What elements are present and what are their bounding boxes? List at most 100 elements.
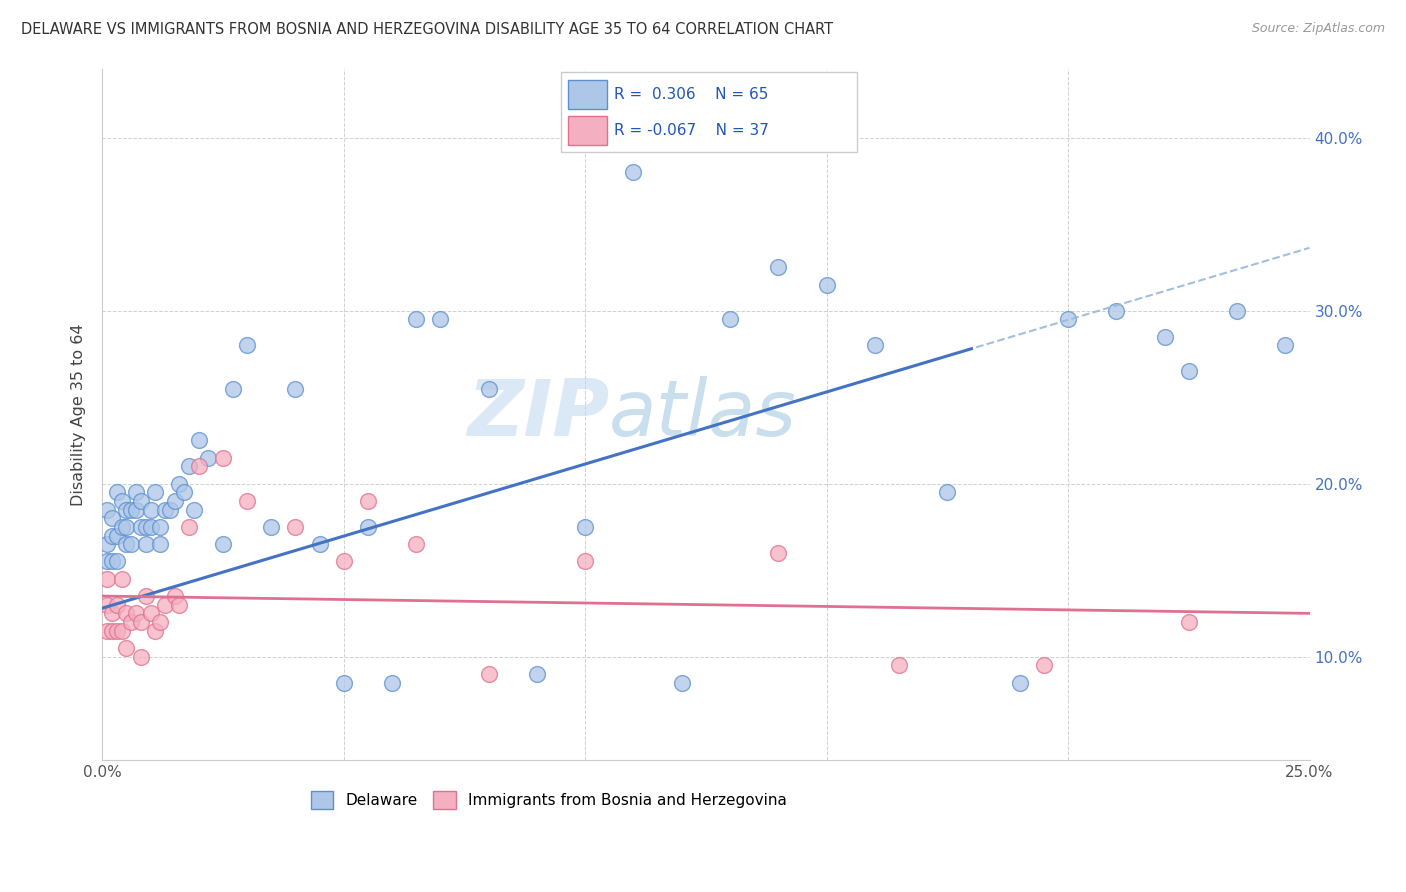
Text: atlas: atlas <box>609 376 797 452</box>
Point <box>96 554 118 568</box>
Point <box>135 589 157 603</box>
Point <box>332 675 354 690</box>
Point <box>221 382 243 396</box>
Point <box>153 502 176 516</box>
Point <box>125 502 148 516</box>
Point <box>236 338 259 352</box>
Point <box>110 520 132 534</box>
Point <box>96 624 118 638</box>
Text: R =  0.306    N = 65: R = 0.306 N = 65 <box>614 87 769 103</box>
Point <box>105 598 128 612</box>
Point <box>115 537 138 551</box>
Point <box>139 520 162 534</box>
Point <box>135 537 157 551</box>
Point <box>863 338 886 352</box>
Point <box>526 666 548 681</box>
Point <box>143 624 166 638</box>
Point <box>101 554 124 568</box>
Point <box>115 502 138 516</box>
Point <box>163 494 186 508</box>
Point <box>718 312 741 326</box>
Point <box>135 520 157 534</box>
Point <box>212 450 235 465</box>
Point <box>105 528 128 542</box>
Point <box>101 511 124 525</box>
Point <box>815 277 838 292</box>
Point <box>96 537 118 551</box>
Point <box>163 589 186 603</box>
Point <box>105 624 128 638</box>
Point <box>115 607 138 621</box>
Point <box>169 598 191 612</box>
Point <box>120 537 142 551</box>
Point <box>105 554 128 568</box>
Point <box>96 572 118 586</box>
Point <box>1178 364 1201 378</box>
Point <box>1178 615 1201 629</box>
Point <box>173 485 195 500</box>
Point <box>574 554 596 568</box>
Point <box>308 537 330 551</box>
Point <box>768 546 790 560</box>
Point <box>768 260 790 275</box>
Point <box>179 459 201 474</box>
Point <box>129 649 152 664</box>
Point <box>381 675 404 690</box>
Point <box>139 502 162 516</box>
Point <box>129 494 152 508</box>
Point <box>129 520 152 534</box>
Point <box>357 494 380 508</box>
Point <box>96 598 118 612</box>
Text: ZIP: ZIP <box>467 376 609 452</box>
Point <box>284 520 307 534</box>
Point <box>1032 658 1054 673</box>
Point <box>212 537 235 551</box>
Legend: Delaware, Immigrants from Bosnia and Herzegovina: Delaware, Immigrants from Bosnia and Her… <box>305 785 793 815</box>
Point <box>110 572 132 586</box>
Point <box>671 675 693 690</box>
Point <box>101 624 124 638</box>
Point <box>887 658 910 673</box>
Point <box>1274 338 1296 352</box>
FancyBboxPatch shape <box>568 116 607 145</box>
Point <box>159 502 181 516</box>
Point <box>187 434 209 448</box>
Point <box>125 607 148 621</box>
Point <box>149 537 172 551</box>
Point <box>623 165 645 179</box>
Point <box>143 485 166 500</box>
Point <box>260 520 283 534</box>
Point <box>129 615 152 629</box>
Point <box>105 485 128 500</box>
Point <box>169 476 191 491</box>
Point <box>125 485 148 500</box>
Point <box>405 312 427 326</box>
Point <box>187 459 209 474</box>
Point <box>139 607 162 621</box>
FancyBboxPatch shape <box>568 80 607 110</box>
Point <box>115 520 138 534</box>
Point <box>284 382 307 396</box>
Point <box>332 554 354 568</box>
Point <box>574 520 596 534</box>
Point <box>357 520 380 534</box>
Point <box>120 615 142 629</box>
Point <box>120 502 142 516</box>
Point <box>110 494 132 508</box>
Point <box>1008 675 1031 690</box>
Point <box>110 624 132 638</box>
FancyBboxPatch shape <box>561 72 856 152</box>
Point <box>101 607 124 621</box>
Point <box>115 640 138 655</box>
Point <box>936 485 959 500</box>
Text: DELAWARE VS IMMIGRANTS FROM BOSNIA AND HERZEGOVINA DISABILITY AGE 35 TO 64 CORRE: DELAWARE VS IMMIGRANTS FROM BOSNIA AND H… <box>21 22 834 37</box>
Point <box>149 615 172 629</box>
Point <box>477 666 499 681</box>
Text: Source: ZipAtlas.com: Source: ZipAtlas.com <box>1251 22 1385 36</box>
Point <box>96 502 118 516</box>
Point <box>405 537 427 551</box>
Point <box>1226 303 1249 318</box>
Point <box>477 382 499 396</box>
Point <box>183 502 205 516</box>
Y-axis label: Disability Age 35 to 64: Disability Age 35 to 64 <box>72 323 86 506</box>
